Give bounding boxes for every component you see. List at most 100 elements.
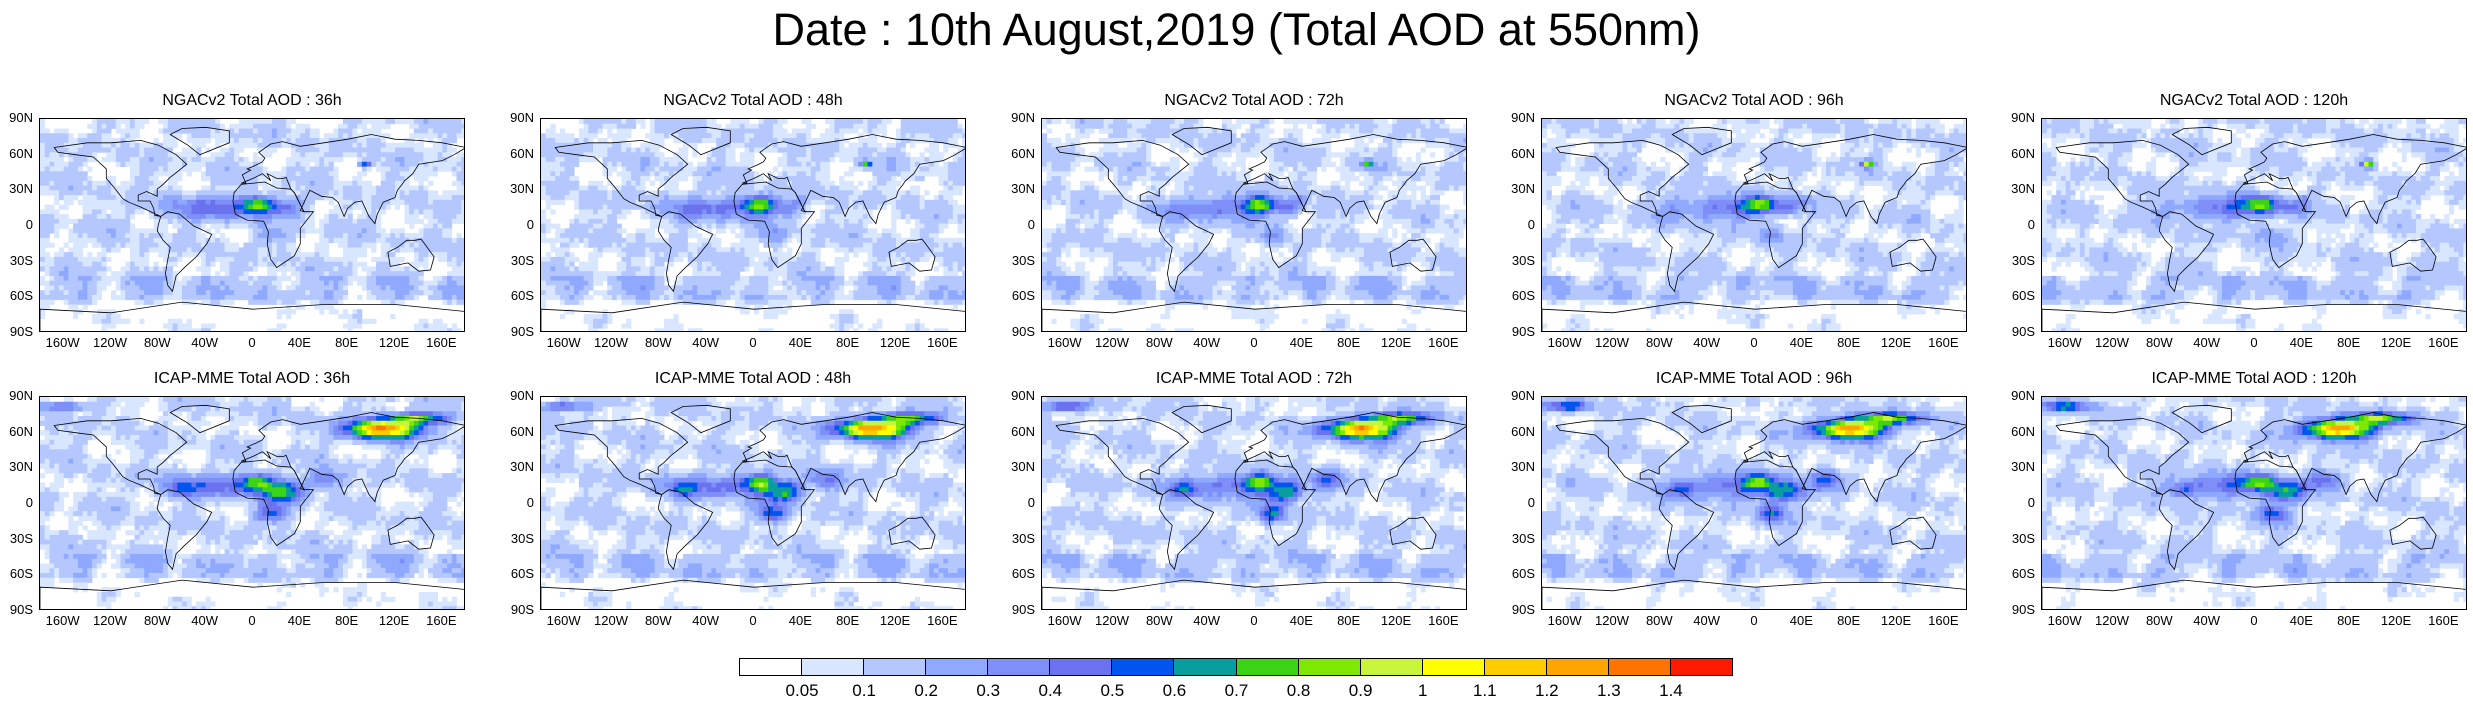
map-panel: NGACv2 Total AOD : 36h 90N 60N 30N 0 30S 60S 90…: [9, 92, 465, 350]
aod-field-svg: [2042, 119, 2466, 331]
lon-tick-label: 0: [230, 336, 274, 350]
lat-tick-label: 0: [504, 218, 534, 232]
colorbar-swatch: [987, 658, 1051, 676]
coastlines: [1542, 404, 1966, 609]
colorbar-label: 0.7: [1212, 682, 1262, 700]
continent-outline: [2158, 489, 2215, 571]
colorbar-label: 1.2: [1522, 682, 1572, 700]
lon-tick-label: 40W: [684, 614, 728, 628]
lat-tick-label: 0: [504, 496, 534, 510]
lon-tick-label: 40W: [2185, 614, 2229, 628]
continent-outline: [40, 301, 464, 331]
panel-title: ICAP-MME Total AOD : 72h: [1041, 369, 1467, 389]
coastlines: [1542, 126, 1966, 331]
lat-tick-label: 30S: [3, 253, 33, 268]
continent-outline: [387, 238, 435, 272]
continent-outline: [1889, 238, 1937, 272]
coastlines: [1042, 404, 1466, 609]
lon-tick-label: 160E: [1921, 336, 1965, 350]
colorbar-swatch: [1359, 658, 1423, 676]
panel-title: NGACv2 Total AOD : 72h: [1041, 91, 1467, 111]
continent-outline: [1234, 181, 1317, 269]
continent-outline: [1734, 181, 1817, 269]
lon-tick-label: 120W: [589, 614, 633, 628]
lat-tick-label: 60N: [504, 424, 534, 439]
continent-outline: [40, 579, 464, 609]
lon-tick-label: 160W: [1043, 336, 1087, 350]
lon-tick-label: 80E: [2327, 614, 2371, 628]
lon-tick-label: 0: [2232, 336, 2276, 350]
lon-tick-label: 120W: [88, 614, 132, 628]
colorbar-swatch: [1049, 658, 1113, 676]
coastlines: [2042, 404, 2466, 609]
lon-tick-label: 40E: [277, 614, 321, 628]
continent-outline: [1042, 579, 1466, 609]
panel-title: NGACv2 Total AOD : 36h: [39, 91, 465, 111]
colorbar-label: 0.2: [901, 682, 951, 700]
lon-tick-label: 40E: [1779, 336, 1823, 350]
lon-tick-label: 120E: [1874, 336, 1918, 350]
lon-tick-label: 40E: [1279, 614, 1323, 628]
continent-outline: [733, 459, 816, 547]
aod-field-svg: [1542, 119, 1966, 331]
lon-tick-label: 120E: [2374, 614, 2418, 628]
colorbar: [739, 658, 1733, 678]
continent-outline: [53, 139, 188, 217]
continent-outline: [1555, 139, 1690, 217]
continent-outline: [2042, 579, 2466, 609]
panel-title: ICAP-MME Total AOD : 48h: [540, 369, 966, 389]
lon-tick-label: 40E: [277, 336, 321, 350]
lon-tick-label: 40W: [1685, 336, 1729, 350]
aod-field-svg: [40, 119, 464, 331]
lat-tick-label: 30N: [2005, 182, 2035, 196]
lat-tick-label: 90S: [3, 325, 33, 339]
continent-outline: [888, 516, 936, 550]
lat-tick-label: 30S: [1005, 253, 1035, 268]
lon-tick-label: 80E: [826, 614, 870, 628]
lat-tick-label: 60N: [2005, 146, 2035, 161]
lon-tick-label: 160W: [1543, 614, 1587, 628]
continent-outline: [657, 211, 714, 293]
continent-outline: [1671, 126, 1732, 156]
lon-tick-label: 0: [1232, 614, 1276, 628]
lat-tick-label: 60N: [3, 424, 33, 439]
continent-outline: [2055, 139, 2190, 217]
lon-tick-label: 80E: [325, 336, 369, 350]
lat-tick-label: 60S: [2005, 289, 2035, 303]
lat-tick-label: 0: [3, 218, 33, 232]
lat-tick-label: 90S: [504, 325, 534, 339]
lon-tick-label: 120W: [2090, 336, 2134, 350]
lon-tick-label: 80E: [1327, 336, 1371, 350]
colorbar-swatch: [739, 658, 803, 676]
continent-outline: [1734, 459, 1817, 547]
continent-outline: [1234, 459, 1317, 547]
lon-tick-label: 160E: [920, 614, 964, 628]
lat-tick-label: 90S: [1005, 325, 1035, 339]
colorbar-swatch: [801, 658, 865, 676]
continent-outline: [156, 489, 213, 571]
panel-title: NGACv2 Total AOD : 96h: [1541, 91, 1967, 111]
lat-tick-label: 90N: [1505, 111, 1535, 125]
colorbar-label: 1.1: [1460, 682, 1510, 700]
lat-tick-label: 60S: [504, 289, 534, 303]
lon-tick-label: 120E: [873, 336, 917, 350]
lon-tick-label: 0: [1232, 336, 1276, 350]
continent-outline: [1158, 489, 1215, 571]
continent-outline: [1389, 516, 1437, 550]
lon-tick-label: 80W: [1137, 336, 1181, 350]
lat-tick-label: 60S: [3, 289, 33, 303]
continent-outline: [888, 238, 936, 272]
lon-tick-label: 120W: [1590, 336, 1634, 350]
continent-outline: [1042, 301, 1466, 331]
map-panel: NGACv2 Total AOD : 120h 90N 60N 30N 0 30S 60S 9…: [2011, 92, 2467, 350]
lon-tick-label: 120E: [372, 336, 416, 350]
lat-tick-label: 60S: [1505, 567, 1535, 581]
aod-field: [1542, 119, 1966, 331]
lat-tick-label: 0: [3, 496, 33, 510]
map-panel: ICAP-MME Total AOD : 96h 90N 60N 30N 0 30S 60S…: [1511, 370, 1967, 628]
colorbar-label: 0.05: [777, 682, 827, 700]
continent-outline: [1542, 579, 1966, 609]
lon-tick-label: 0: [1732, 336, 1776, 350]
lat-tick-label: 60N: [1005, 424, 1035, 439]
aod-field-svg: [1042, 119, 1466, 331]
